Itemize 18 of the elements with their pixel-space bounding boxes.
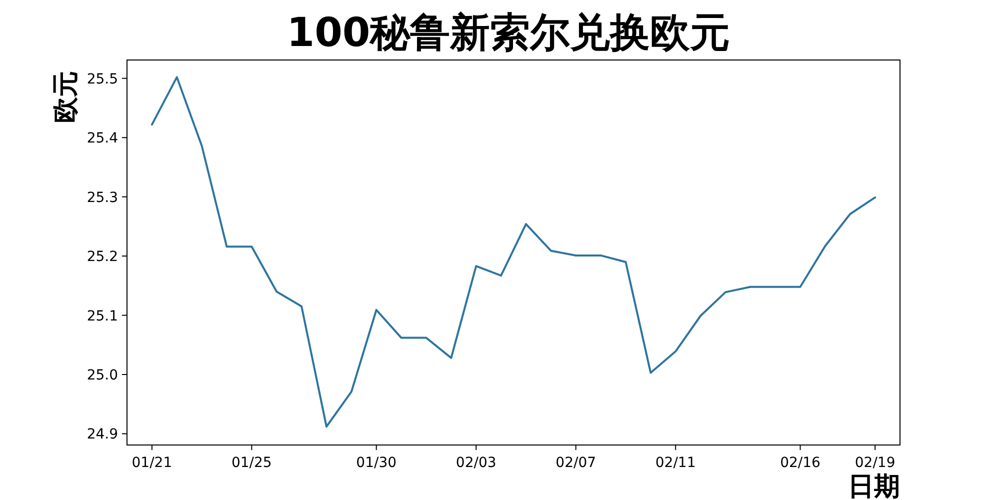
x-tick-label: 01/21	[132, 455, 172, 471]
x-tick-label: 02/07	[556, 455, 596, 471]
x-tick-label: 02/16	[780, 455, 821, 471]
x-tick-label: 02/19	[854, 455, 896, 471]
chart-title: 100秘鲁新索尔兑换欧元	[286, 10, 730, 56]
x-tick-label: 01/25	[232, 455, 272, 471]
y-tick-label: 25.1	[86, 308, 118, 324]
y-tick-label: 25.5	[86, 71, 118, 88]
x-axis-title: 日期	[848, 472, 900, 500]
x-tick-label: 02/03	[456, 455, 496, 471]
x-tick-label: 01/30	[356, 455, 397, 471]
y-tick-label: 25.3	[86, 190, 118, 206]
y-tick-label: 25.2	[86, 249, 118, 266]
x-tick-label: 02/11	[655, 455, 696, 471]
y-axis-title: 欧元	[51, 71, 81, 123]
y-tick-label: 25.4	[86, 130, 118, 147]
y-tick-label: 24.9	[86, 426, 118, 443]
y-tick-label: 25.0	[86, 368, 118, 384]
